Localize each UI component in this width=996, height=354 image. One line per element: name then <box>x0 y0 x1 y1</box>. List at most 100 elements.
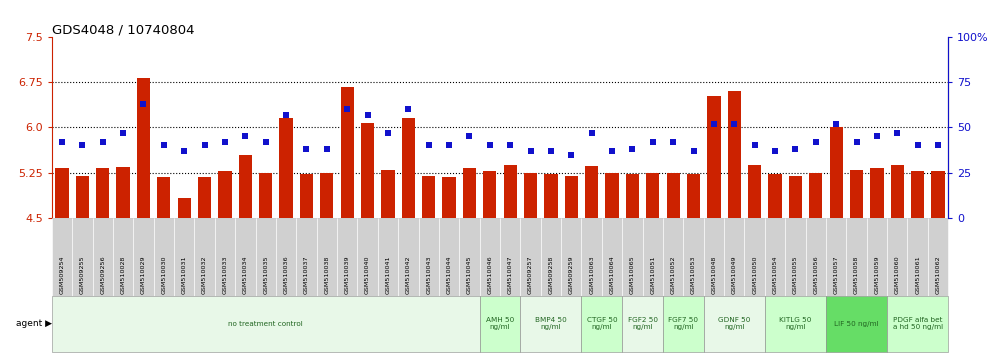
Bar <box>256 218 276 296</box>
Bar <box>585 166 599 218</box>
Text: GSM510029: GSM510029 <box>141 256 146 295</box>
Bar <box>422 176 435 218</box>
Point <box>420 143 436 148</box>
Bar <box>133 218 153 296</box>
Text: GSM510028: GSM510028 <box>121 256 125 295</box>
Bar <box>582 218 602 296</box>
Bar <box>442 177 456 218</box>
Point <box>196 143 212 148</box>
Bar <box>259 173 272 218</box>
Bar <box>826 296 887 352</box>
Text: GSM510048: GSM510048 <box>711 256 716 295</box>
Text: GDS4048 / 10740804: GDS4048 / 10740804 <box>52 23 194 36</box>
Bar <box>707 96 720 218</box>
Text: GSM510065: GSM510065 <box>629 256 634 295</box>
Point <box>909 143 925 148</box>
Bar <box>235 218 256 296</box>
Text: GSM510053: GSM510053 <box>691 256 696 295</box>
Point <box>75 143 91 148</box>
Bar <box>867 218 887 296</box>
Point <box>747 143 763 148</box>
Bar <box>320 173 334 218</box>
Text: GSM509259: GSM509259 <box>569 256 574 295</box>
Bar <box>789 176 802 218</box>
Bar <box>358 218 377 296</box>
Bar <box>887 218 907 296</box>
Point <box>685 148 701 154</box>
Bar <box>826 218 847 296</box>
Bar <box>93 218 113 296</box>
Point <box>706 121 722 127</box>
Text: GSM510054: GSM510054 <box>773 256 778 295</box>
Bar <box>541 218 561 296</box>
Bar <box>524 173 537 218</box>
Bar <box>625 174 639 218</box>
Bar <box>52 218 72 296</box>
Text: GSM510034: GSM510034 <box>243 256 248 295</box>
Bar <box>177 198 191 218</box>
Bar <box>728 91 741 218</box>
Bar <box>459 218 480 296</box>
Bar <box>748 165 761 218</box>
Bar <box>381 170 394 218</box>
Text: GSM510033: GSM510033 <box>222 256 227 295</box>
Point <box>930 143 946 148</box>
Bar <box>153 218 174 296</box>
Text: GDNF 50
ng/ml: GDNF 50 ng/ml <box>718 318 750 331</box>
Point <box>564 152 580 158</box>
Bar <box>809 173 823 218</box>
Point <box>217 139 233 145</box>
Bar <box>907 218 928 296</box>
Bar <box>666 173 680 218</box>
Bar <box>174 218 194 296</box>
Bar <box>276 218 296 296</box>
Bar <box>602 218 622 296</box>
Bar <box>744 218 765 296</box>
Text: GSM509257: GSM509257 <box>528 256 533 295</box>
Point <box>624 146 640 152</box>
Text: GSM510040: GSM510040 <box>366 256 371 295</box>
Point <box>767 148 783 154</box>
Text: GSM510057: GSM510057 <box>834 256 839 295</box>
Text: GSM510045: GSM510045 <box>467 256 472 295</box>
Point <box>461 134 477 139</box>
Point <box>441 143 457 148</box>
Bar <box>724 218 744 296</box>
Bar <box>622 218 642 296</box>
Point <box>869 134 884 139</box>
Text: GSM510055: GSM510055 <box>793 256 798 295</box>
Text: GSM510063: GSM510063 <box>590 256 595 295</box>
Text: GSM510041: GSM510041 <box>385 256 390 295</box>
Bar <box>480 218 500 296</box>
Text: GSM510046: GSM510046 <box>487 256 492 295</box>
Point <box>829 121 845 127</box>
Text: GSM509258: GSM509258 <box>549 256 554 295</box>
Text: GSM510061: GSM510061 <box>915 256 920 295</box>
Bar <box>157 177 170 218</box>
Bar <box>663 296 704 352</box>
Bar <box>280 119 293 218</box>
Bar <box>765 218 785 296</box>
Point <box>604 148 620 154</box>
Text: GSM510051: GSM510051 <box>650 256 655 295</box>
Bar <box>480 296 520 352</box>
Bar <box>377 218 398 296</box>
Text: GSM510036: GSM510036 <box>284 256 289 295</box>
Text: GSM510039: GSM510039 <box>345 256 350 295</box>
Bar <box>341 86 354 218</box>
Bar <box>218 171 232 218</box>
Point <box>299 146 315 152</box>
Text: GSM510050: GSM510050 <box>752 256 757 295</box>
Point <box>379 130 395 136</box>
Point <box>278 112 294 118</box>
Bar <box>768 175 782 218</box>
Bar <box>847 218 867 296</box>
Text: KITLG 50
ng/ml: KITLG 50 ng/ml <box>779 318 812 331</box>
Bar <box>96 169 110 218</box>
Text: GSM510056: GSM510056 <box>814 256 819 295</box>
Bar <box>520 218 541 296</box>
Bar <box>52 296 480 352</box>
Point <box>788 146 804 152</box>
Bar <box>765 296 826 352</box>
Bar <box>113 218 133 296</box>
